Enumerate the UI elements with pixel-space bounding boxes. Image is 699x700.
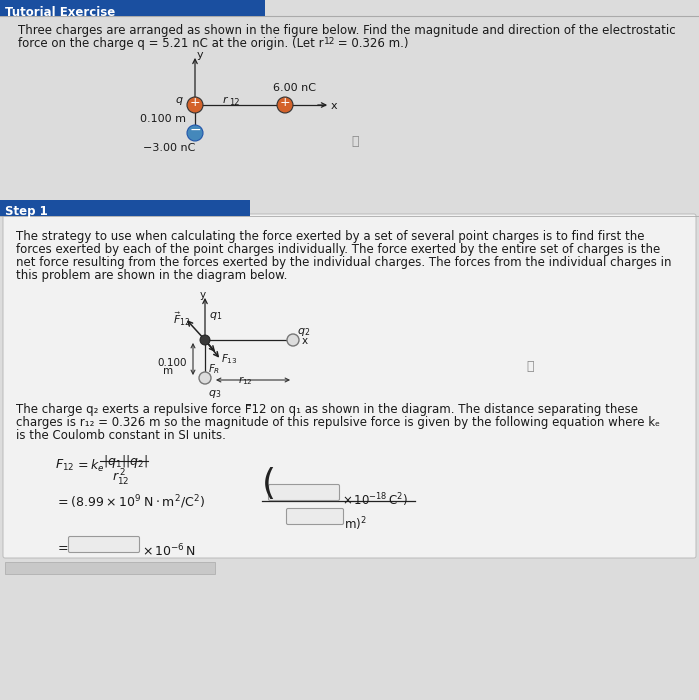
Text: ⓘ: ⓘ xyxy=(526,360,534,373)
Text: Step 1: Step 1 xyxy=(5,206,48,218)
Text: 12: 12 xyxy=(229,98,240,107)
Text: $r_{12}^{\,2}$: $r_{12}^{\,2}$ xyxy=(112,468,129,488)
Text: $r_{12}$: $r_{12}$ xyxy=(238,374,252,387)
Text: y: y xyxy=(197,50,203,60)
Text: 6.00 nC: 6.00 nC xyxy=(273,83,316,93)
Text: 0.100 m: 0.100 m xyxy=(140,114,186,124)
Text: $F_{12}$: $F_{12}$ xyxy=(55,458,74,473)
Text: $q_1$: $q_1$ xyxy=(209,310,222,322)
Text: The strategy to use when calculating the force exerted by a set of several point: The strategy to use when calculating the… xyxy=(16,230,644,243)
Text: r: r xyxy=(223,95,228,105)
Text: $F_R$: $F_R$ xyxy=(208,362,220,376)
FancyBboxPatch shape xyxy=(3,214,696,558)
Circle shape xyxy=(187,97,203,113)
Text: x: x xyxy=(302,336,308,346)
Text: $\times\, 10^{-18}\, \mathrm{C}^2)$: $\times\, 10^{-18}\, \mathrm{C}^2)$ xyxy=(342,491,408,509)
Text: +: + xyxy=(189,95,201,108)
Text: $q_3$: $q_3$ xyxy=(208,388,222,400)
Text: $= (8.99 \times 10^9 \; \mathrm{N \cdot m^2/C^2})$: $= (8.99 \times 10^9 \; \mathrm{N \cdot … xyxy=(55,493,205,510)
Text: $q_2$: $q_2$ xyxy=(297,326,310,338)
Text: 12: 12 xyxy=(324,37,336,46)
Text: 0.100: 0.100 xyxy=(157,358,187,368)
Text: m: m xyxy=(163,366,173,376)
Bar xyxy=(5,562,215,574)
Text: = 0.326 m.): = 0.326 m.) xyxy=(334,37,408,50)
Text: $=$: $=$ xyxy=(55,540,69,553)
Text: forces exerted by each of the point charges individually. The force exerted by t: forces exerted by each of the point char… xyxy=(16,243,661,256)
Text: charges is r₁₂ = 0.326 m so the magnitude of this repulsive force is given by th: charges is r₁₂ = 0.326 m so the magnitud… xyxy=(16,416,660,429)
Text: x: x xyxy=(331,101,338,111)
Text: $= k_e$: $= k_e$ xyxy=(75,458,105,474)
Text: force on the charge q = 5.21 nC at the origin. (Let r: force on the charge q = 5.21 nC at the o… xyxy=(18,37,324,50)
Text: net force resulting from the forces exerted by the individual charges. The force: net force resulting from the forces exer… xyxy=(16,256,672,269)
Text: this problem are shown in the diagram below.: this problem are shown in the diagram be… xyxy=(16,269,287,282)
Text: −3.00 nC: −3.00 nC xyxy=(143,143,196,153)
Circle shape xyxy=(287,334,299,346)
Text: −: − xyxy=(189,123,201,137)
Bar xyxy=(0,200,250,216)
Circle shape xyxy=(187,125,203,141)
Text: y: y xyxy=(200,290,206,300)
FancyBboxPatch shape xyxy=(268,484,340,500)
Text: is the Coulomb constant in SI units.: is the Coulomb constant in SI units. xyxy=(16,429,226,442)
Text: (: ( xyxy=(262,467,276,501)
Text: $F_{13}$: $F_{13}$ xyxy=(221,352,238,366)
Text: $|q_1||q_2|$: $|q_1||q_2|$ xyxy=(103,453,148,470)
FancyBboxPatch shape xyxy=(69,536,140,552)
Text: +: + xyxy=(280,95,290,108)
Text: m)$^2$: m)$^2$ xyxy=(344,515,366,533)
Text: $\times\, 10^{-6}\, \mathrm{N}$: $\times\, 10^{-6}\, \mathrm{N}$ xyxy=(142,543,196,559)
Text: $\vec{F}_{12}$: $\vec{F}_{12}$ xyxy=(173,310,191,328)
Circle shape xyxy=(277,97,293,113)
Text: Tutorial Exercise: Tutorial Exercise xyxy=(5,6,115,18)
Bar xyxy=(0,0,265,16)
Text: The charge q₂ exerts a repulsive force F⃗12 on q₁ as shown in the diagram. The d: The charge q₂ exerts a repulsive force F… xyxy=(16,403,638,416)
Text: q: q xyxy=(175,95,182,105)
Text: Three charges are arranged as shown in the figure below. Find the magnitude and : Three charges are arranged as shown in t… xyxy=(18,24,676,37)
Circle shape xyxy=(200,335,210,345)
Text: ⓘ: ⓘ xyxy=(352,135,359,148)
FancyBboxPatch shape xyxy=(287,508,343,524)
Circle shape xyxy=(199,372,211,384)
